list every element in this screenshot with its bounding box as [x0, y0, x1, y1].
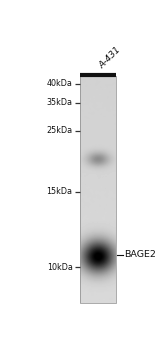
Text: 15kDa: 15kDa: [47, 187, 73, 196]
Bar: [80, 76, 116, 303]
Text: BAGE2: BAGE2: [124, 250, 156, 259]
Text: 35kDa: 35kDa: [47, 98, 73, 107]
Text: 40kDa: 40kDa: [47, 79, 73, 88]
Text: 25kDa: 25kDa: [47, 126, 73, 135]
Text: 10kDa: 10kDa: [47, 262, 73, 272]
Text: A-431: A-431: [98, 46, 123, 71]
